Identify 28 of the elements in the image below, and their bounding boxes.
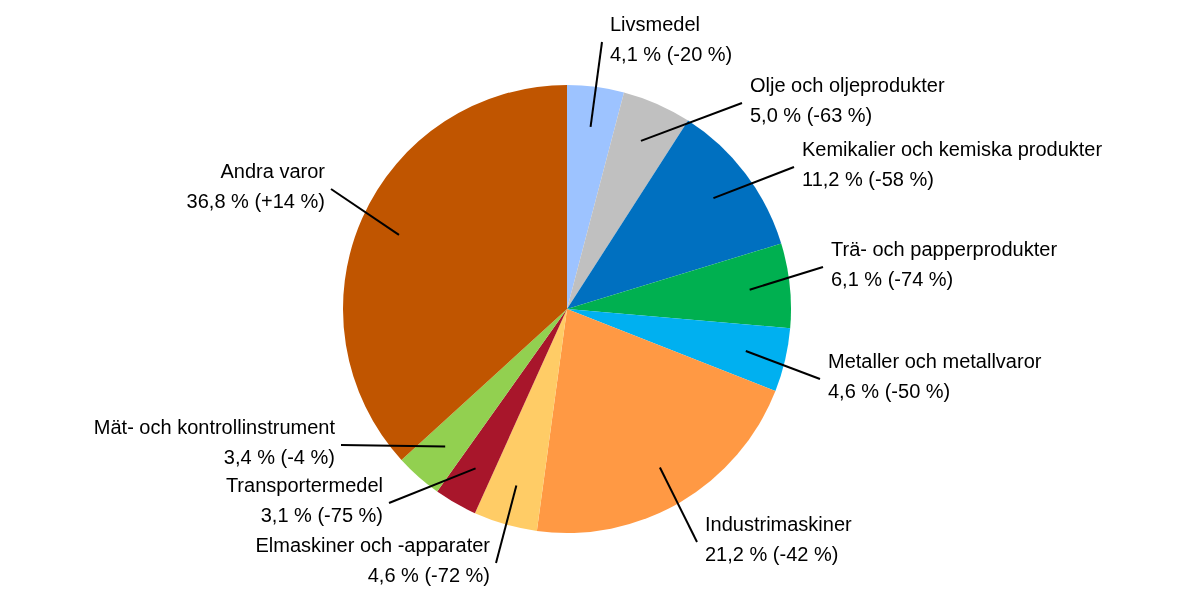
data-label: 11,2 % (-58 %) xyxy=(802,168,934,191)
slice-label: Andra varor xyxy=(220,160,326,183)
pie-slice xyxy=(474,309,567,531)
slice-label: Trä- och papperprodukter xyxy=(831,238,1058,261)
slice-label: Mät- och kontrollinstrument xyxy=(93,416,336,439)
slice-label: Elmaskiner och -apparater xyxy=(255,534,491,557)
pie-slice xyxy=(567,243,791,329)
pie-slice xyxy=(437,309,567,514)
pie-slice xyxy=(567,92,689,309)
slice-label: Livsmedel xyxy=(610,13,701,36)
data-label: 4,6 % (-50 %) xyxy=(828,380,951,403)
data-label: 5,0 % (-63 %) xyxy=(750,104,873,127)
slice-label: Transportermedel xyxy=(225,474,383,497)
slice-label: Kemikalier och kemiska produkter xyxy=(802,138,1103,161)
slice-label: Metaller och metallvaror xyxy=(828,350,1042,373)
data-label: 4,1 % (-20 %) xyxy=(610,43,733,66)
pie-slice xyxy=(567,85,625,309)
pie-slice xyxy=(343,85,567,460)
data-label: 36,8 % (+14 %) xyxy=(186,190,325,213)
slice-label: Olje och oljeprodukter xyxy=(750,74,945,97)
data-label: 6,1 % (-74 %) xyxy=(831,268,954,291)
data-label: 21,2 % (-42 %) xyxy=(705,543,839,566)
data-label: 4,6 % (-72 %) xyxy=(367,564,490,587)
pie-slice xyxy=(567,309,791,392)
slice-label: Industrimaskiner xyxy=(705,513,853,536)
pie-slice xyxy=(401,309,567,492)
data-label: 3,1 % (-75 %) xyxy=(260,504,383,527)
data-label: 3,4 % (-4 %) xyxy=(223,446,335,469)
